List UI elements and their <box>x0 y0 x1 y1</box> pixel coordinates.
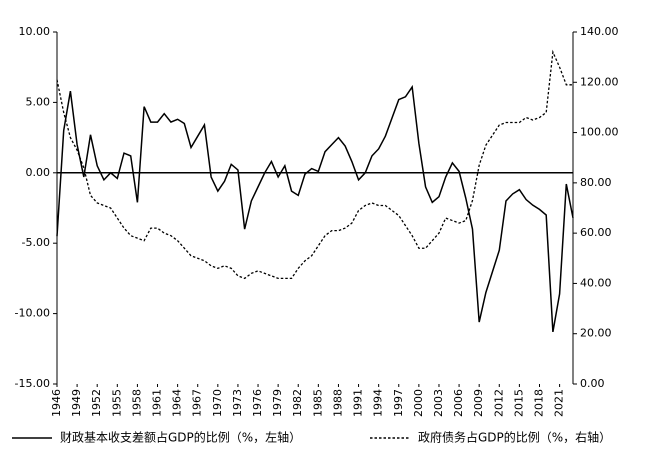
x-tick-label: 1991 <box>352 389 365 417</box>
y-tick-label: -15.00 <box>15 377 50 390</box>
y-tick-label: -10.00 <box>15 307 50 320</box>
x-tick-label: 1958 <box>130 389 143 417</box>
y2-tick-label: 40.00 <box>580 276 612 289</box>
x-tick-label: 1997 <box>392 389 405 417</box>
legend: 财政基本收支差额占GDP的比例（%，左轴） 政府债务占GDP的比例（%，右轴） <box>12 430 611 445</box>
legend-label: 财政基本收支差额占GDP的比例（%，左轴） <box>60 430 301 445</box>
y-tick-label: 0.00 <box>26 166 51 179</box>
x-tick-label: 1988 <box>331 389 344 417</box>
x-tick-label: 1952 <box>90 389 103 417</box>
y2-tick-label: 80.00 <box>580 176 612 189</box>
x-tick-label: 1946 <box>50 389 63 417</box>
x-tick-label: 1982 <box>291 389 304 417</box>
x-tick-label: 2018 <box>532 389 545 417</box>
series-line <box>56 49 573 280</box>
y-tick-label: 10.00 <box>19 25 51 38</box>
y2-tick-label: 60.00 <box>580 226 612 239</box>
x-tick-label: 1967 <box>191 389 204 417</box>
x-tick-label: 1979 <box>271 389 284 417</box>
x-tick-label: 2003 <box>432 389 445 417</box>
x-tick-label: 1976 <box>251 389 264 417</box>
x-tick-label: 2000 <box>412 389 425 417</box>
x-tick-label: 1985 <box>311 389 324 417</box>
y2-tick-label: 140.00 <box>580 25 619 38</box>
series-line <box>56 84 574 333</box>
y2-tick-label: 100.00 <box>580 126 619 139</box>
x-tick-label: 2012 <box>492 389 505 417</box>
y2-tick-label: 0.00 <box>580 377 605 390</box>
y-tick-label: 5.00 <box>26 95 51 108</box>
x-tick-label: 2021 <box>553 389 566 417</box>
legend-label: 政府债务占GDP的比例（%，右轴） <box>418 430 611 445</box>
x-tick-label: 2006 <box>452 389 465 417</box>
x-tick-label: 1949 <box>70 389 83 417</box>
y2-tick-label: 120.00 <box>580 75 619 88</box>
y2-tick-label: 20.00 <box>580 327 612 340</box>
x-tick-label: 1994 <box>372 389 385 417</box>
x-tick-label: 1964 <box>171 389 184 417</box>
x-tick-label: 1970 <box>211 389 224 417</box>
x-tick-label: 1961 <box>151 389 164 417</box>
x-tick-label: 2015 <box>512 389 525 417</box>
x-tick-label: 1955 <box>110 389 123 417</box>
x-tick-label: 1973 <box>231 389 244 417</box>
x-tick-label: 2009 <box>472 389 485 417</box>
y-tick-label: -5.00 <box>22 236 50 249</box>
